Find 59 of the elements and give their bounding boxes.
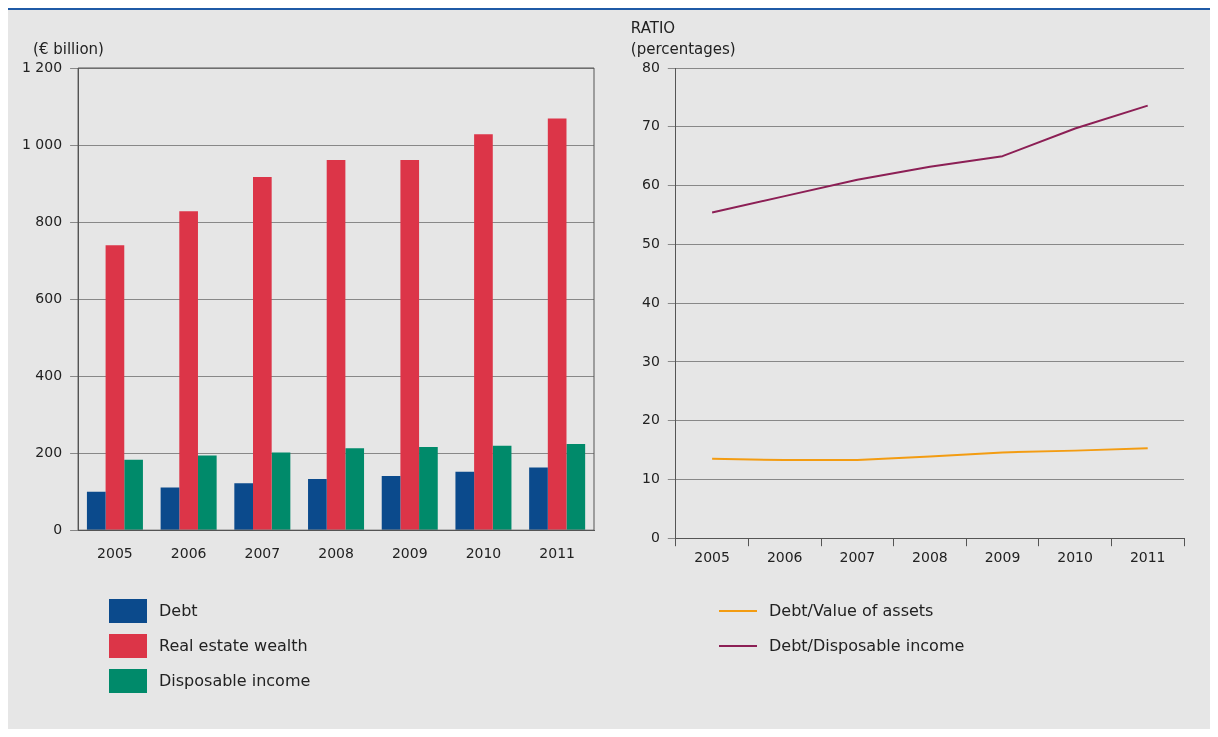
legend-label: Disposable income bbox=[159, 671, 311, 690]
x-tick-label: 2009 bbox=[984, 549, 1021, 566]
y-tick-label: 0 bbox=[53, 520, 63, 537]
bar bbox=[234, 483, 253, 530]
x-tick-label: 2007 bbox=[244, 545, 281, 562]
bar bbox=[326, 160, 346, 530]
bar bbox=[124, 459, 143, 530]
y-tick-label: 800 bbox=[35, 212, 63, 229]
legend-label: Debt bbox=[159, 601, 198, 620]
y-axis-title: (€ billion) bbox=[33, 40, 104, 58]
y-tick-label: 70 bbox=[641, 117, 660, 134]
y-tick-label: 1 200 bbox=[21, 58, 63, 75]
bar bbox=[492, 445, 512, 530]
legend-label: Debt/Value of assets bbox=[769, 601, 934, 620]
bar bbox=[197, 455, 217, 530]
bar bbox=[253, 177, 272, 530]
bar bbox=[86, 491, 106, 530]
y-tick-label: 200 bbox=[35, 443, 63, 460]
y-axis-title: (percentages) bbox=[630, 40, 736, 58]
x-tick-label: 2007 bbox=[839, 549, 876, 566]
y-tick-label: 60 bbox=[641, 176, 660, 193]
y-tick-label: 1 000 bbox=[21, 135, 63, 152]
bar bbox=[529, 467, 548, 530]
bar bbox=[381, 475, 401, 530]
y-tick-label: 80 bbox=[641, 58, 660, 75]
y-tick-label: 40 bbox=[641, 293, 660, 310]
bar bbox=[566, 443, 586, 530]
x-tick-label: 2008 bbox=[318, 545, 354, 562]
x-tick-label: 2011 bbox=[1129, 549, 1166, 566]
bar bbox=[308, 478, 327, 530]
y-tick-label: 600 bbox=[35, 289, 63, 306]
y-tick-label: 400 bbox=[35, 366, 63, 383]
bar bbox=[345, 448, 365, 530]
x-tick-label: 2005 bbox=[694, 549, 730, 566]
bar bbox=[179, 211, 198, 530]
y-tick-label: 0 bbox=[650, 528, 660, 545]
bar bbox=[400, 160, 420, 530]
x-tick-label: 2009 bbox=[391, 545, 428, 562]
x-tick-label: 2011 bbox=[539, 545, 575, 562]
chart-title: RATIO bbox=[630, 19, 676, 37]
x-tick-label: 2005 bbox=[97, 545, 133, 562]
bar bbox=[160, 487, 180, 530]
bar bbox=[105, 245, 125, 530]
x-tick-label: 2008 bbox=[912, 549, 948, 566]
bar bbox=[547, 118, 567, 530]
y-tick-label: 10 bbox=[641, 470, 660, 487]
y-tick-label: 50 bbox=[641, 234, 660, 251]
bar bbox=[474, 134, 493, 530]
legend-label: Debt/Disposable income bbox=[769, 636, 965, 655]
bar bbox=[271, 452, 291, 530]
x-tick-label: 2010 bbox=[465, 545, 502, 562]
y-tick-label: 30 bbox=[641, 352, 660, 369]
legend-label: Real estate wealth bbox=[159, 636, 308, 655]
x-tick-label: 2006 bbox=[170, 545, 207, 562]
x-tick-label: 2010 bbox=[1057, 549, 1093, 566]
y-tick-label: 20 bbox=[641, 411, 660, 428]
x-tick-label: 2006 bbox=[766, 549, 803, 566]
bar bbox=[419, 447, 438, 530]
bar bbox=[455, 471, 475, 530]
